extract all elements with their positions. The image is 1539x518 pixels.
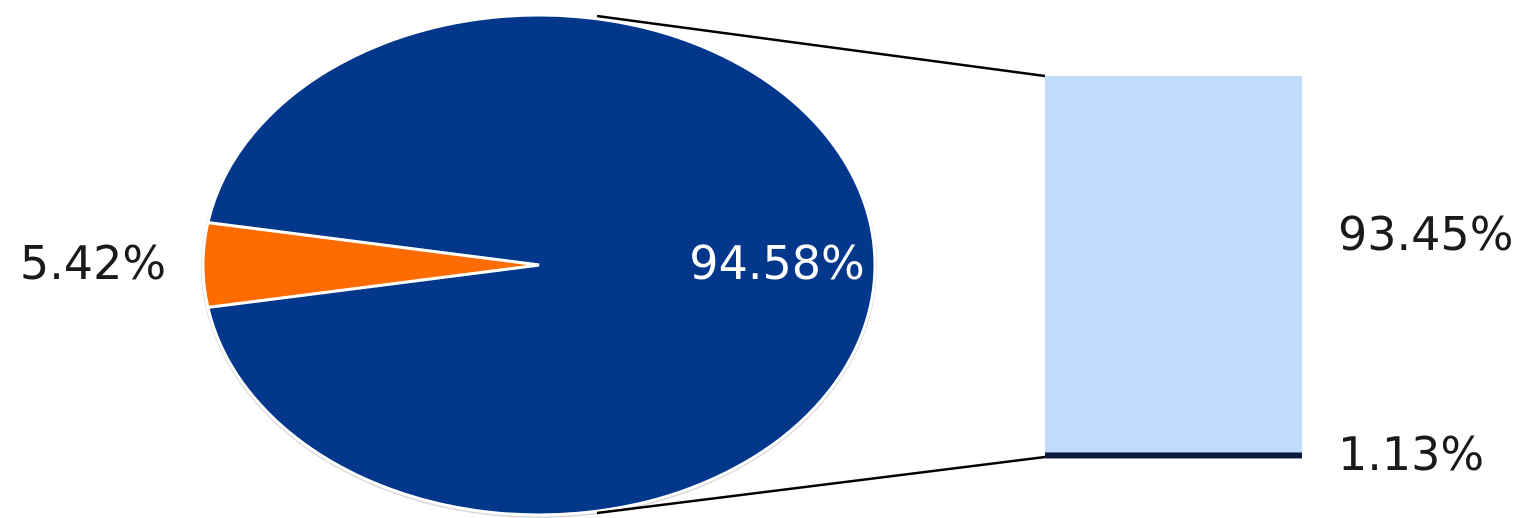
pie [201,13,877,517]
connectors [596,14,1046,515]
stacked-bar [1045,76,1302,459]
bar-segment-upper [1045,76,1302,453]
pie-slice-main [206,13,877,517]
bar-label-lower: 1.13% [1338,427,1484,481]
connector-top [596,14,1046,78]
pie-slice-small [201,220,540,310]
bar-segment-lower [1045,452,1302,459]
bar-label-upper: 93.45% [1338,207,1513,261]
connector-bottom [596,455,1046,515]
slice-label-main: 94.58% [689,236,864,290]
slice-label-small: 5.42% [20,236,166,290]
